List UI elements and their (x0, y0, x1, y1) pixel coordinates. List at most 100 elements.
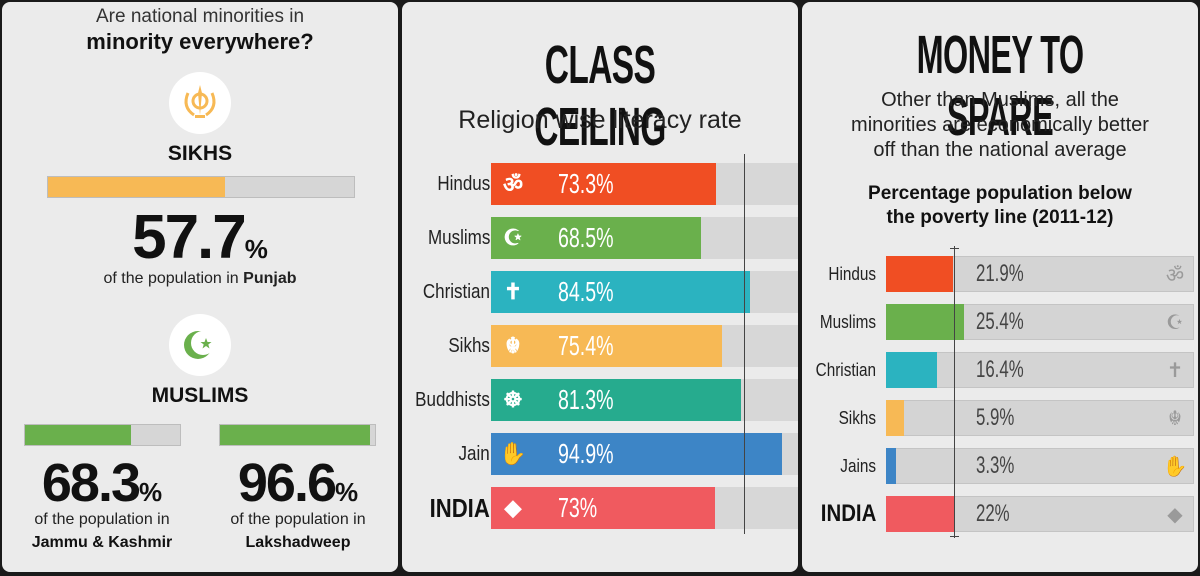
poverty-bar-jains (886, 448, 897, 484)
poverty-label-sikhs: Sikhs (838, 408, 876, 428)
poverty-subtitle-line-1: Other than Muslims, all the (881, 89, 1119, 111)
poverty-bar-india (886, 496, 954, 532)
poverty-subtitle-line-3: off than the national average (873, 139, 1127, 161)
jain-hand-icon: ✋ (499, 441, 527, 466)
cross-icon: ✝ (1166, 359, 1184, 382)
jk-number: 68.3 (41, 453, 141, 513)
crescent-icon: ☪ (503, 225, 523, 250)
lakshadweep-value: 96.6% (198, 452, 398, 514)
poverty-bar-muslims (886, 304, 965, 340)
sikhs-bar-fill (48, 177, 225, 197)
jk-value: 68.3% (2, 452, 202, 514)
om-icon: ॐ (1165, 264, 1185, 287)
sikhs-region: Punjab (243, 270, 297, 287)
poverty-axis (954, 246, 955, 538)
lakshadweep-bar-track (219, 424, 376, 446)
sikhs-bar-track (47, 176, 355, 198)
poverty-chart-title-line-2: the poverty line (2011-12) (886, 207, 1114, 228)
poverty-bar-track (886, 352, 1194, 388)
literacy-bar-india (491, 487, 716, 529)
poverty-label-india: INDIA (820, 500, 876, 527)
poverty-value-india: 22% (976, 500, 1010, 527)
literacy-bar-hindus (491, 163, 717, 205)
literacy-value-muslims: 68.5% (558, 222, 614, 253)
literacy-label-buddhists: Buddhists (415, 389, 490, 411)
question-line-1: Are national minorities in (95, 6, 305, 27)
jk-caption: of the population in (34, 511, 170, 528)
literacy-bar-christian (491, 271, 751, 313)
lakshadweep-pct: % (334, 477, 359, 507)
sikhs-value: 57.7% (2, 202, 398, 273)
poverty-label-christian: Christian (815, 360, 876, 380)
literacy-value-hindus: 73.3% (558, 168, 614, 199)
cross-icon: ✝ (503, 279, 523, 304)
sikhs-caption: of the population in Punjab (2, 270, 398, 288)
jain-hand-icon: ✋ (1162, 455, 1188, 478)
poverty-axis-tick (950, 248, 959, 249)
literacy-value-buddhists: 81.3% (558, 384, 614, 415)
literacy-value-jain: 94.9% (558, 438, 614, 469)
literacy-panel: CLASS CEILING Religion wise literacy rat… (402, 2, 798, 572)
jk-bar-track (24, 424, 181, 446)
lakshadweep-caption: of the population in (230, 511, 366, 528)
poverty-chart-title: Percentage population below the poverty … (802, 182, 1198, 230)
literacy-bar-muslims (491, 217, 702, 259)
literacy-label-muslims: Muslims (427, 227, 490, 249)
lakshadweep-bar-fill (220, 425, 370, 445)
india-map-icon: ◆ (1167, 503, 1183, 526)
khanda-icon: ☬ (1167, 407, 1183, 430)
poverty-bar-track (886, 448, 1194, 484)
literacy-subtitle: Religion wise literacy rate (458, 106, 742, 134)
sikhs-title: SIKHS (167, 142, 233, 165)
poverty-subtitle: Other than Muslims, all the minorities a… (802, 88, 1198, 163)
muslims-title: MUSLIMS (151, 384, 249, 407)
poverty-label-jains: Jains (840, 456, 876, 476)
question-line-2: minority everywhere? (86, 29, 314, 54)
literacy-bar-jain (491, 433, 783, 475)
poverty-panel: MONEY TO SPARE Other than Muslims, all t… (802, 2, 1198, 572)
jk-bar-fill (25, 425, 131, 445)
poverty-value-sikhs: 5.9% (976, 404, 1015, 431)
poverty-value-christian: 16.4% (976, 356, 1024, 383)
dharma-wheel-icon: ☸ (503, 387, 523, 412)
poverty-bar-sikhs (886, 400, 905, 436)
poverty-value-jains: 3.3% (976, 452, 1015, 479)
crescent-icon: ☪ (1166, 311, 1184, 334)
literacy-title: CLASS CEILING (534, 35, 666, 157)
literacy-label-christian: Christian (422, 281, 490, 303)
literacy-value-christian: 84.5% (558, 276, 614, 307)
poverty-value-hindus: 21.9% (976, 260, 1024, 287)
literacy-value-india: 73% (558, 492, 598, 523)
sikhs-pct: % (244, 234, 268, 264)
poverty-label-muslims: Muslims (819, 312, 876, 332)
jk-pct: % (138, 477, 163, 507)
poverty-bar-christian (886, 352, 937, 388)
poverty-subtitle-line-2: minorities are economically better (851, 114, 1149, 136)
crescent-icon (169, 314, 231, 376)
lakshadweep-number: 96.6 (237, 453, 337, 513)
poverty-bar-hindus (886, 256, 954, 292)
india-map-icon: ◆ (504, 495, 522, 520)
poverty-label-hindus: Hindus (828, 264, 876, 284)
lakshadweep-region: Lakshadweep (245, 534, 351, 551)
minorities-panel: Are national minorities in minority ever… (2, 2, 398, 572)
literacy-label-india: INDIA (429, 493, 490, 523)
literacy-axis (744, 154, 745, 534)
poverty-value-muslims: 25.4% (976, 308, 1024, 335)
om-icon: ॐ (502, 172, 524, 197)
khanda-icon: ☬ (505, 333, 521, 358)
poverty-title: MONEY TO SPARE (916, 25, 1084, 147)
literacy-bar-sikhs (491, 325, 723, 367)
literacy-label-hindus: Hindus (437, 173, 490, 195)
poverty-bar-track (886, 400, 1194, 436)
literacy-label-jain: Jain (458, 443, 490, 465)
literacy-value-sikhs: 75.4% (558, 330, 614, 361)
jk-region: Jammu & Kashmir (31, 534, 173, 551)
sikhs-caption-prefix: of the population in (103, 270, 244, 287)
literacy-bar-buddhists (491, 379, 741, 421)
poverty-axis-tick (950, 536, 959, 537)
khanda-icon (169, 72, 231, 134)
poverty-chart-title-line-1: Percentage population below (868, 183, 1132, 204)
literacy-label-sikhs: Sikhs (448, 335, 490, 357)
sikhs-number: 57.7 (132, 203, 247, 272)
